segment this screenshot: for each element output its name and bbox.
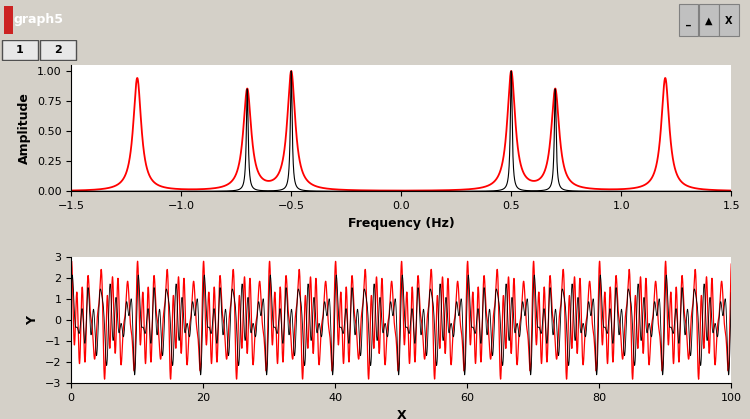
Y-axis label: Amplitude: Amplitude xyxy=(18,92,32,164)
X-axis label: X: X xyxy=(397,409,406,419)
FancyBboxPatch shape xyxy=(679,4,698,36)
Text: 1: 1 xyxy=(16,45,24,55)
Text: ▲: ▲ xyxy=(705,16,712,26)
Text: 2: 2 xyxy=(54,45,62,55)
Text: _: _ xyxy=(686,16,691,26)
FancyBboxPatch shape xyxy=(4,6,13,34)
FancyBboxPatch shape xyxy=(719,4,739,36)
Text: X: X xyxy=(725,16,733,26)
FancyBboxPatch shape xyxy=(699,4,718,36)
X-axis label: Frequency (Hz): Frequency (Hz) xyxy=(348,217,454,230)
Y-axis label: Y: Y xyxy=(26,316,40,325)
FancyBboxPatch shape xyxy=(40,40,76,60)
FancyBboxPatch shape xyxy=(2,40,38,60)
Text: graph5: graph5 xyxy=(13,13,64,26)
